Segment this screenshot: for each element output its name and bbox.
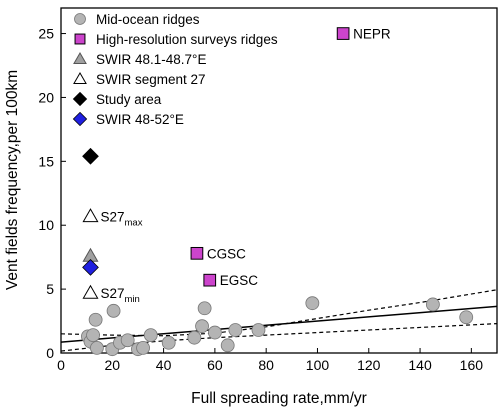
point-labels: NEPR CGSC EGSC S27max S27min: [100, 27, 390, 305]
legend-label: SWIR segment 27: [96, 72, 206, 87]
data-point: [161, 335, 176, 350]
x-tick-label: 0: [57, 357, 65, 373]
legend-label: SWIR 48.1-48.7°E: [96, 52, 206, 67]
legend-marker: [72, 111, 88, 127]
data-point: [136, 340, 150, 355]
x-tick-label: 120: [357, 357, 381, 373]
data-point: [197, 301, 212, 316]
x-tick-label: 100: [306, 357, 330, 373]
legend-label: Study area: [96, 92, 162, 107]
data-point: [203, 273, 217, 287]
legend-marker: [72, 91, 88, 107]
data-point: [90, 340, 104, 355]
data-point: [88, 312, 103, 327]
legend-label: Mid-ocean ridges: [96, 12, 200, 27]
fit-line-layer: [61, 305, 497, 343]
legend: Mid-ocean ridges High-resolution surveys …: [72, 12, 278, 127]
point-label: CGSC: [207, 246, 246, 261]
data-point: [459, 310, 474, 325]
point-label: NEPR: [353, 27, 391, 42]
data-point: [336, 27, 350, 40]
point-label: S27max: [100, 209, 142, 228]
data-point: [305, 296, 320, 311]
point-label: EGSC: [220, 273, 259, 288]
x-axis-label: Full spreading rate,mm/yr: [191, 390, 367, 407]
legend-marker: [73, 51, 87, 65]
confidence-band: [61, 289, 497, 352]
data-point: [82, 208, 99, 223]
legend-label: High-resolution surveys ridges: [96, 32, 278, 47]
data-point: [187, 330, 202, 345]
data-point: [425, 297, 440, 312]
x-tick-label: 60: [207, 357, 223, 373]
data-point: [82, 284, 99, 299]
data-point: [82, 259, 99, 276]
legend-marker: [74, 13, 86, 25]
x-tick-label: 140: [408, 357, 432, 373]
x-axis: 0 20 40 60 80 100 120 140 160: [57, 348, 483, 373]
y-axis: 0 5 10 15 20 25: [38, 26, 66, 361]
x-tick-label: 20: [105, 357, 121, 373]
x-tick-label: 40: [156, 357, 172, 373]
y-tick-label: 20: [38, 89, 54, 105]
y-tick-label: 15: [38, 153, 54, 169]
data-point: [86, 328, 100, 343]
data-point: [195, 319, 209, 334]
point-label: S27min: [100, 286, 139, 305]
confidence-upper-line: [61, 289, 497, 337]
data-point: [120, 333, 135, 348]
legend-label: SWIR 48-52°E: [96, 112, 184, 127]
confidence-lower-line: [61, 323, 497, 352]
legend-marker: [74, 33, 86, 45]
data-points: [81, 27, 474, 357]
data-point: [251, 323, 266, 337]
legend-marker: [73, 71, 87, 85]
data-point: [190, 246, 204, 260]
y-tick-label: 0: [46, 345, 54, 361]
plot-frame: [60, 7, 498, 354]
data-point: [106, 303, 121, 318]
data-point: [220, 338, 235, 353]
y-tick-label: 25: [38, 26, 54, 42]
y-axis-label: Vent fields frequency,per 100km: [4, 70, 21, 290]
y-tick-label: 5: [46, 281, 54, 297]
y-tick-label: 10: [38, 217, 54, 233]
data-point: [207, 325, 222, 340]
x-tick-label: 80: [258, 357, 274, 373]
data-point: [143, 328, 158, 343]
x-tick-label: 160: [460, 357, 484, 373]
fit-line: [61, 305, 497, 343]
data-point: [228, 323, 243, 337]
data-point: [82, 147, 99, 165]
